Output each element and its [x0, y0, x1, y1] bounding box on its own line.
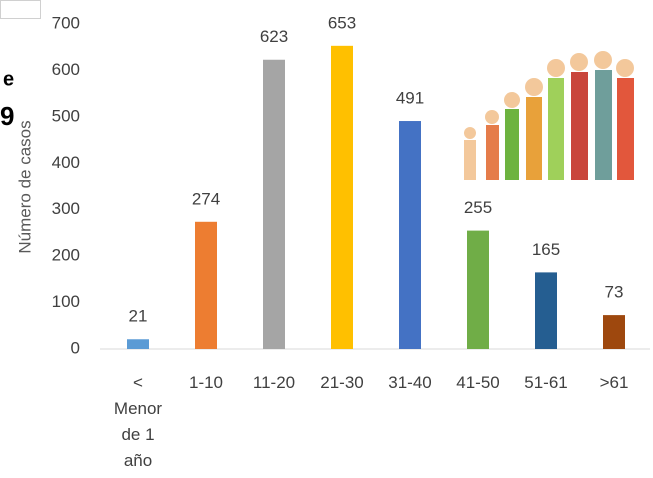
y-tick-label: 700 — [52, 13, 80, 32]
bar — [331, 46, 353, 349]
bar — [399, 121, 421, 349]
bar — [467, 231, 489, 349]
chart: e 9 Número de casos 0 100 200 300 400 500 600 7… — [0, 0, 653, 478]
bar — [263, 60, 285, 349]
y-tick-label: 500 — [52, 106, 80, 125]
data-label: 491 — [396, 89, 424, 108]
y-tick-label: 0 — [71, 338, 80, 357]
x-tick-label: 21-30 — [314, 370, 370, 396]
y-axis-title: Número de casos — [15, 120, 34, 253]
bar — [603, 315, 625, 349]
x-tick-label: >61 — [586, 370, 642, 396]
data-label: 255 — [464, 198, 492, 217]
data-label: 73 — [605, 283, 624, 302]
y-tick-label: 300 — [52, 199, 80, 218]
data-label: 653 — [328, 13, 356, 32]
x-tick-label: < Menor de 1 año — [110, 370, 166, 474]
frame-corner — [1, 1, 41, 19]
x-tick-label: 1-10 — [178, 370, 234, 396]
annotation: e — [3, 68, 14, 90]
bar — [535, 272, 557, 349]
x-tick-label: 31-40 — [382, 370, 438, 396]
chart-page: e 9 Número de casos 0 100 200 300 400 500 600 7… — [0, 0, 653, 478]
bar — [195, 222, 217, 349]
illustration — [464, 51, 634, 180]
y-tick-label: 200 — [52, 246, 80, 265]
y-tick-label: 100 — [52, 292, 80, 311]
y-tick-label: 400 — [52, 153, 80, 172]
x-tick-label: 51-61 — [518, 370, 574, 396]
data-label: 165 — [532, 240, 560, 259]
annotation: 9 — [0, 101, 14, 131]
data-label: 274 — [192, 189, 220, 208]
data-label: 623 — [260, 27, 288, 46]
y-tick-label: 600 — [52, 60, 80, 79]
bar — [127, 339, 149, 349]
data-label: 21 — [129, 307, 148, 326]
x-tick-label: 41-50 — [450, 370, 506, 396]
x-tick-label: 11-20 — [246, 370, 302, 396]
